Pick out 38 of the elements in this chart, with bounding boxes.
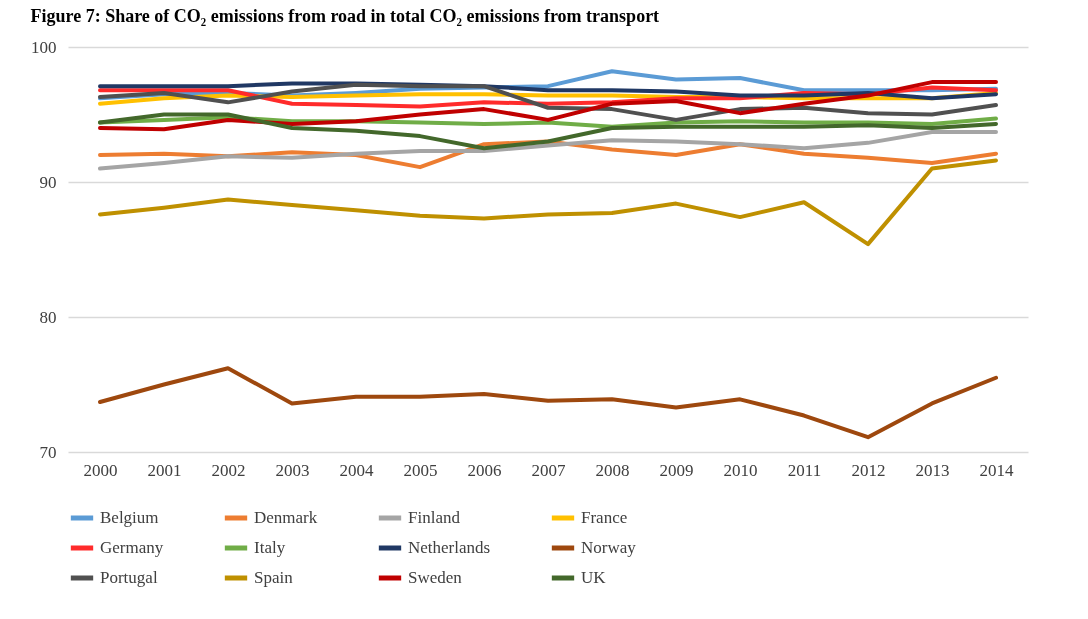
legend-label: Belgium: [100, 508, 159, 527]
x-tick-label: 2007: [531, 460, 566, 480]
legend-label: Denmark: [254, 508, 318, 527]
x-tick-label: 2011: [787, 460, 822, 480]
x-tick-label: 2014: [979, 460, 1014, 480]
x-tick-label: 2000: [83, 460, 118, 480]
line-series: [98, 366, 998, 440]
x-tick-label: 2001: [147, 460, 182, 480]
legend-label: Portugal: [100, 568, 158, 587]
chart-title: Figure 7: Share of CO₂ emissions from road in total CO₂ emissions from transport: [30, 6, 660, 26]
y-tick-label: 70: [39, 442, 57, 462]
x-tick-label: 2013: [915, 460, 950, 480]
y-tick-label: 100: [31, 37, 57, 57]
legend-label: France: [581, 508, 628, 527]
x-tick-label: 2009: [659, 460, 694, 480]
x-tick-label: 2008: [595, 460, 630, 480]
x-tick-label: 2006: [467, 460, 502, 480]
y-tick-label: 90: [39, 172, 57, 192]
legend-label: Italy: [254, 538, 286, 557]
x-tick-label: 2004: [339, 460, 374, 480]
legend-label: Finland: [408, 508, 461, 527]
line-series: [98, 158, 998, 247]
x-tick-label: 2005: [403, 460, 438, 480]
legend-label: Norway: [581, 538, 637, 557]
legend-label: Sweden: [408, 568, 463, 587]
y-tick-label: 80: [39, 307, 57, 327]
line-series: [98, 82, 998, 122]
line-series: [98, 80, 998, 132]
legend-label: Spain: [254, 568, 294, 587]
line-series: [98, 130, 998, 171]
x-tick-label: 2012: [851, 460, 886, 480]
legend-label: UK: [581, 568, 607, 587]
legend-label: Netherlands: [408, 538, 491, 557]
legend-label: Germany: [100, 538, 164, 557]
x-tick-label: 2003: [275, 460, 310, 480]
x-tick-label: 2010: [723, 460, 758, 480]
x-tick-label: 2002: [211, 460, 246, 480]
line-series: [98, 112, 998, 151]
